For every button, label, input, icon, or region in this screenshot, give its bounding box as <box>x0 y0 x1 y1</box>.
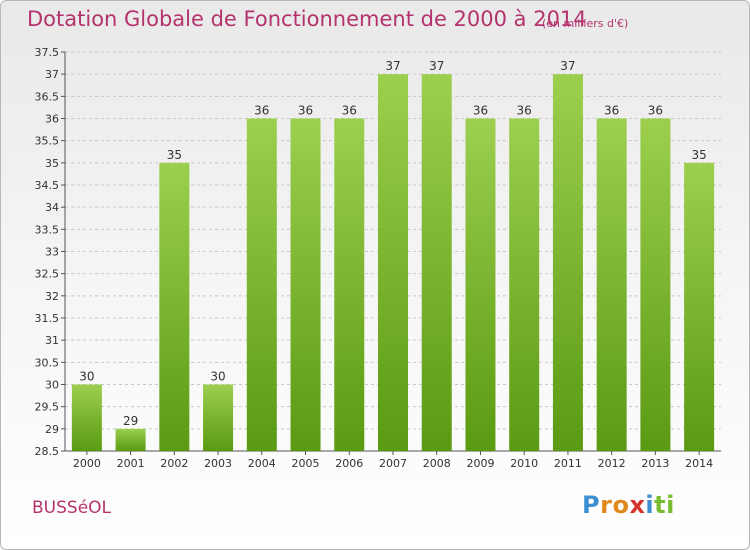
data-label: 37 <box>429 59 444 73</box>
bar-2005 <box>290 118 321 451</box>
commune-name: BUSSéOL <box>32 498 111 518</box>
data-label: 36 <box>342 104 357 118</box>
x-tick-label: 2013 <box>641 457 669 470</box>
bars: 30 29 35 30 36 36 36 37 37 36 36 37 36 36 35 <box>71 59 715 452</box>
data-label: 37 <box>560 59 575 73</box>
x-tick-label: 2006 <box>335 457 363 470</box>
chart-title: Dotation Globale de Fonctionnement de 20… <box>27 7 587 31</box>
data-label: 36 <box>473 104 488 118</box>
x-tick-label: 2009 <box>466 457 494 470</box>
x-tick-label: 2005 <box>292 457 320 470</box>
y-tick-label: 35 <box>45 157 59 170</box>
data-label: 36 <box>648 104 663 118</box>
y-tick-label: 37 <box>45 68 59 81</box>
y-tick-label: 30 <box>45 379 59 392</box>
data-label: 36 <box>298 104 313 118</box>
logo-letter: o <box>612 491 630 519</box>
bar-2003 <box>203 384 234 451</box>
y-tick-label: 37.5 <box>35 46 60 59</box>
y-tick-label: 30.5 <box>35 356 60 369</box>
x-tick-label: 2002 <box>160 457 188 470</box>
bar-2014 <box>684 162 715 452</box>
bar-2009 <box>465 118 496 451</box>
bar-2006 <box>334 118 365 451</box>
logo-letter: r <box>600 491 613 519</box>
x-tick-label: 2003 <box>204 457 232 470</box>
logo-letter: i <box>666 491 675 519</box>
x-tick-label: 2000 <box>73 457 101 470</box>
data-label: 36 <box>254 104 269 118</box>
bar-2004 <box>246 118 277 451</box>
bar-2012 <box>596 118 627 451</box>
data-label: 36 <box>604 104 619 118</box>
x-tick-label: 2011 <box>554 457 582 470</box>
x-axis: 2000 2001 2002 2003 2004 2005 2006 2007 2008 2009… <box>73 451 713 470</box>
data-label: 35 <box>691 148 706 162</box>
x-tick-label: 2014 <box>685 457 713 470</box>
y-tick-label: 31 <box>45 334 59 347</box>
x-tick-label: 2001 <box>117 457 145 470</box>
y-tick-label: 33.5 <box>35 223 60 236</box>
x-tick-label: 2004 <box>248 457 276 470</box>
logo-letter: i <box>645 491 655 519</box>
data-label: 35 <box>167 148 182 162</box>
data-label: 36 <box>517 104 532 118</box>
chart-subtitle: (en milliers d'€) <box>542 17 629 30</box>
x-tick-label: 2007 <box>379 457 407 470</box>
bar-2010 <box>509 118 540 451</box>
y-tick-label: 32 <box>45 290 59 303</box>
data-label: 30 <box>210 370 225 384</box>
y-tick-label: 34 <box>45 201 59 214</box>
logo-letter: t <box>654 491 667 519</box>
y-tick-label: 28.5 <box>35 445 60 458</box>
y-tick-label: 34.5 <box>35 179 60 192</box>
x-tick-label: 2010 <box>510 457 538 470</box>
logo-letter: x <box>629 491 646 519</box>
y-tick-label: 32.5 <box>35 268 60 281</box>
y-tick-label: 36.5 <box>35 90 60 103</box>
y-tick-label: 29.5 <box>35 401 60 414</box>
y-tick-label: 36 <box>45 113 59 126</box>
bar-2001 <box>115 428 146 451</box>
bar-2002 <box>159 162 190 452</box>
data-label: 29 <box>123 414 138 428</box>
y-axis: 28.5 29 29.5 30 30.5 31 31.5 32 32.5 33 33.5 34 34.5… <box>35 46 721 458</box>
data-label: 37 <box>385 59 400 73</box>
x-tick-label: 2008 <box>423 457 451 470</box>
data-label: 30 <box>79 370 94 384</box>
bar-2000 <box>71 384 102 451</box>
y-tick-label: 33 <box>45 246 59 259</box>
y-tick-label: 29 <box>45 423 59 436</box>
y-tick-label: 31.5 <box>35 312 60 325</box>
bar-2013 <box>640 118 671 451</box>
x-tick-label: 2012 <box>598 457 626 470</box>
bar-2007 <box>378 74 408 452</box>
bar-2008 <box>421 74 452 452</box>
proxiti-logo: Proxiti <box>582 491 675 519</box>
bar-2011 <box>552 74 583 452</box>
logo-letter: P <box>582 491 601 519</box>
y-tick-label: 35.5 <box>35 135 60 148</box>
